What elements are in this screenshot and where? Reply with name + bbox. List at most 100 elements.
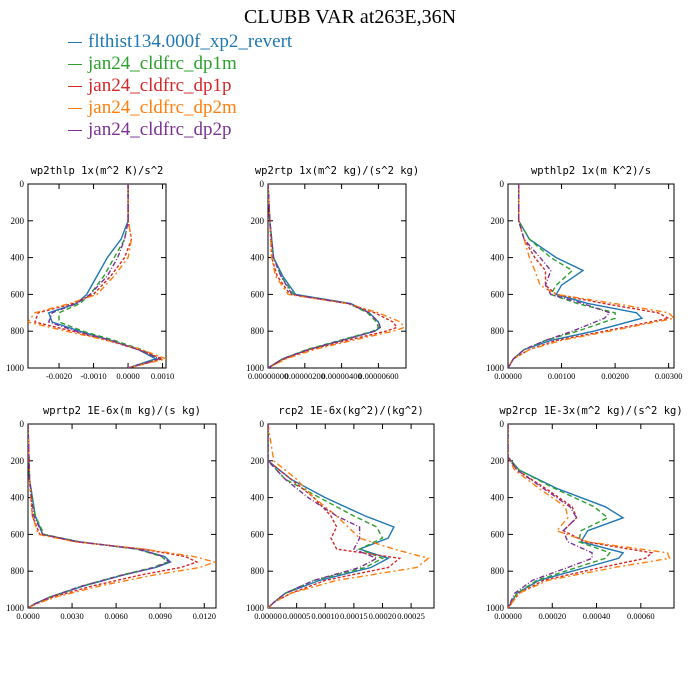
series-line <box>268 424 402 608</box>
series-line <box>268 184 380 368</box>
y-tick-label: 400 <box>251 253 265 263</box>
y-tick-label: 0 <box>500 179 505 189</box>
legend-label: jan24_cldfrc_dp2m <box>88 97 237 118</box>
series-line <box>28 424 171 608</box>
y-tick-label: 400 <box>11 493 25 503</box>
x-tick-label: 0.00040 <box>583 611 611 621</box>
y-tick-label: 600 <box>11 529 25 539</box>
plot-frame <box>267 423 435 609</box>
x-tick-label: 0.00010 <box>311 611 339 621</box>
legend-label: jan24_cldfrc_dp1m <box>88 53 237 74</box>
x-tick-label: -0.0020 <box>46 371 72 381</box>
series-line <box>508 424 611 608</box>
y-tick-label: 1000 <box>6 603 25 613</box>
x-tick-label: 0.0090 <box>149 611 172 621</box>
legend-swatch <box>68 107 82 109</box>
y-tick-label: 400 <box>491 493 505 503</box>
x-tick-label: 0.00100 <box>548 371 576 381</box>
x-tick-label: 0.00000400 <box>321 371 361 381</box>
legend-swatch <box>68 41 82 43</box>
series-line <box>268 184 382 368</box>
x-tick-label: 0.0120 <box>193 611 216 621</box>
legend-label: jan24_cldfrc_dp1p <box>88 75 232 96</box>
panel-title: wp2rtp 1x(m^2 kg)/(s^2 kg) <box>255 165 419 177</box>
y-tick-label: 800 <box>491 566 505 576</box>
x-tick-label: 0.00015 <box>340 611 368 621</box>
series-line <box>268 424 385 608</box>
x-tick-label: 0.0010 <box>151 371 174 381</box>
y-tick-label: 200 <box>11 216 25 226</box>
x-tick-label: 0.00000600 <box>358 371 398 381</box>
y-tick-label: 200 <box>11 456 25 466</box>
series-line <box>47 184 162 368</box>
y-tick-label: 400 <box>11 253 25 263</box>
y-tick-label: 200 <box>251 456 265 466</box>
plot-frame <box>27 423 217 609</box>
series-line <box>268 184 406 368</box>
x-tick-label: 0.0030 <box>60 611 83 621</box>
legend-label: flthist134.000f_xp2_revert <box>88 31 293 52</box>
x-tick-label: 0.00025 <box>397 611 425 621</box>
series-line <box>28 424 172 608</box>
y-tick-label: 1000 <box>246 603 265 613</box>
series-line <box>508 184 674 368</box>
y-tick-label: 0 <box>20 179 25 189</box>
legend-swatch <box>68 85 82 87</box>
y-tick-label: 0 <box>20 419 25 429</box>
x-tick-label: 0.0000 <box>16 611 39 621</box>
y-tick-label: 600 <box>251 289 265 299</box>
x-tick-label: 0.00000 <box>494 611 522 621</box>
x-tick-label: 0.00000000 <box>248 371 288 381</box>
plot-frame <box>507 183 675 369</box>
series-line <box>28 424 169 608</box>
x-tick-label: 0.00020 <box>538 611 566 621</box>
y-tick-label: 600 <box>11 289 25 299</box>
y-tick-label: 600 <box>251 529 265 539</box>
series-line <box>508 424 671 608</box>
y-tick-label: 800 <box>251 326 265 336</box>
y-tick-label: 800 <box>11 566 25 576</box>
y-tick-label: 600 <box>491 289 505 299</box>
y-tick-label: 0 <box>500 419 505 429</box>
y-tick-label: 200 <box>491 216 505 226</box>
legend-swatch <box>68 129 82 131</box>
page-title: CLUBB VAR at263E,36N <box>243 6 457 28</box>
y-tick-label: 0 <box>260 419 265 429</box>
legend-item: jan24_cldfrc_dp1p <box>68 75 292 97</box>
panel-title: wprtp2 1E-6x(m kg)/(s kg) <box>43 405 201 417</box>
series-line <box>28 424 199 608</box>
y-tick-label: 1000 <box>486 363 505 373</box>
y-tick-label: 1000 <box>6 363 25 373</box>
legend-item: jan24_cldfrc_dp1m <box>68 53 292 75</box>
y-tick-label: 1000 <box>486 603 505 613</box>
y-tick-label: 0 <box>260 179 265 189</box>
y-tick-label: 400 <box>251 493 265 503</box>
x-tick-label: 0.00020 <box>369 611 397 621</box>
chart-panel: rcp2 1E-6x(kg^2)/(kg^2) 0 200 400 600 800 1000… <box>246 405 435 621</box>
legend-item: flthist134.000f_xp2_revert <box>68 31 292 53</box>
panel-title: wp2rcp 1E-3x(m^2 kg)/(s^2 kg) <box>499 405 682 417</box>
panel-title: wpthlp2 1x(m K^2)/s <box>531 165 651 177</box>
series-line <box>508 184 671 368</box>
x-tick-label: -0.0010 <box>80 371 106 381</box>
plot-frame <box>267 183 407 369</box>
x-tick-label: 0.00200 <box>601 371 629 381</box>
series-line <box>268 424 379 608</box>
y-tick-label: 200 <box>491 456 505 466</box>
y-tick-label: 800 <box>11 326 25 336</box>
series-line <box>28 424 216 608</box>
panel-title: rcp2 1E-6x(kg^2)/(kg^2) <box>278 405 423 417</box>
chart-panel: wp2rtp 1x(m^2 kg)/(s^2 kg) 0 200 400 600 800 1… <box>246 165 419 381</box>
series-line <box>28 184 166 368</box>
chart-panel: wprtp2 1E-6x(m kg)/(s kg) 0 200 400 600 800 10… <box>6 405 217 621</box>
series-line <box>508 424 593 608</box>
series-line <box>508 184 611 368</box>
legend-label: jan24_cldfrc_dp2p <box>88 119 232 140</box>
y-tick-label: 600 <box>491 529 505 539</box>
y-tick-label: 800 <box>251 566 265 576</box>
series-line <box>268 424 430 608</box>
plot-frame <box>507 423 675 609</box>
series-line <box>268 184 382 368</box>
y-tick-label: 200 <box>251 216 265 226</box>
